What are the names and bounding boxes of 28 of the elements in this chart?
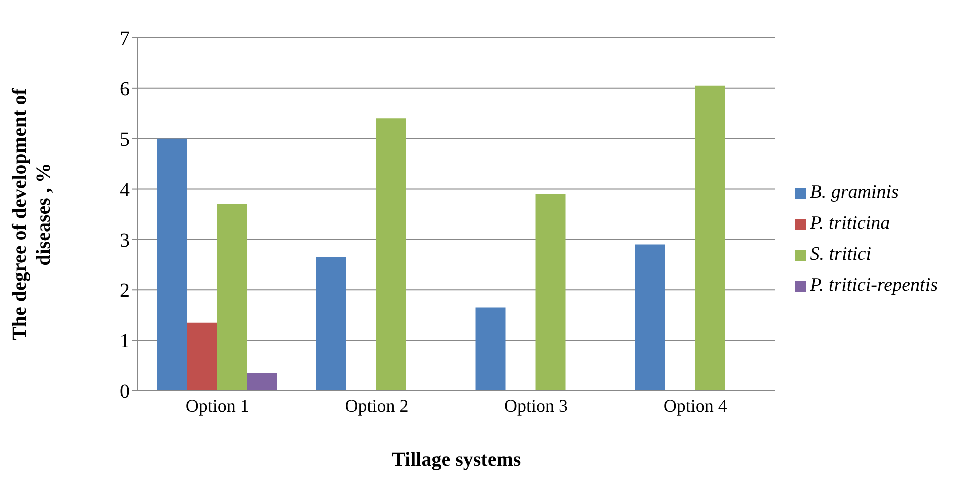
bar bbox=[217, 204, 248, 391]
legend-label: B. graminis bbox=[810, 182, 899, 202]
y-tick-label: 1 bbox=[120, 330, 130, 353]
bar bbox=[157, 138, 188, 391]
bar bbox=[316, 257, 346, 391]
y-tick-label: 5 bbox=[120, 128, 130, 151]
legend-label: P. tritici-repentis bbox=[810, 274, 938, 296]
y-axis-title: The degree of development of diseases , % bbox=[9, 88, 55, 340]
x-tick-label: Option 1 bbox=[186, 396, 250, 416]
bar bbox=[536, 194, 566, 391]
bar bbox=[476, 308, 506, 391]
bar bbox=[635, 244, 666, 391]
bar bbox=[247, 373, 278, 391]
y-tick-label: 7 bbox=[120, 28, 130, 50]
bar bbox=[187, 322, 218, 391]
y-tick-label: 2 bbox=[120, 280, 130, 302]
x-axis-title: Tillage systems bbox=[392, 449, 522, 471]
bar bbox=[695, 86, 726, 391]
bar bbox=[376, 118, 406, 391]
y-tick-label: 3 bbox=[120, 230, 130, 252]
x-tick-label: Option 2 bbox=[345, 396, 409, 416]
y-tick-label: 6 bbox=[120, 78, 130, 101]
legend-label: P. triticina bbox=[810, 212, 890, 234]
x-tick-label: Option 4 bbox=[664, 396, 728, 416]
y-tick-label: 0 bbox=[120, 381, 130, 404]
y-tick-label: 4 bbox=[120, 179, 130, 202]
x-tick-label: Option 3 bbox=[504, 396, 568, 416]
legend-label: S. tritici bbox=[810, 244, 872, 264]
